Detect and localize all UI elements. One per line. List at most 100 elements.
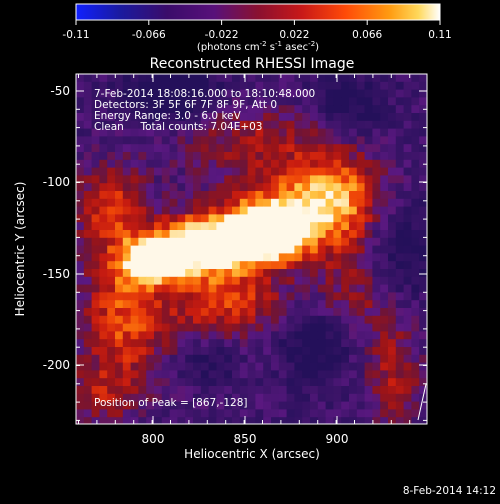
- image-pixel: [208, 292, 217, 301]
- image-pixel: [247, 315, 256, 324]
- image-pixel: [419, 222, 427, 231]
- image-pixel: [130, 315, 139, 324]
- image-pixel: [193, 136, 202, 145]
- image-pixel: [317, 113, 326, 122]
- image-pixel: [419, 136, 427, 145]
- image-pixel: [302, 237, 311, 246]
- image-pixel: [380, 409, 389, 418]
- image-pixel: [232, 284, 241, 293]
- image-pixel: [403, 339, 412, 348]
- image-pixel: [364, 284, 373, 293]
- image-pixel: [154, 370, 163, 379]
- image-pixel: [247, 128, 256, 137]
- image-pixel: [286, 128, 295, 137]
- image-pixel: [380, 222, 389, 231]
- image-pixel: [83, 222, 92, 231]
- image-pixel: [115, 167, 124, 176]
- image-pixel: [286, 144, 295, 153]
- image-pixel: [271, 284, 280, 293]
- image-pixel: [91, 386, 100, 395]
- image-pixel: [169, 183, 178, 192]
- image-pixel: [356, 214, 365, 223]
- image-pixel: [325, 74, 334, 83]
- image-pixel: [161, 230, 170, 239]
- image-pixel: [395, 222, 404, 231]
- image-pixel: [325, 354, 334, 363]
- image-pixel: [419, 331, 427, 340]
- image-pixel: [372, 308, 381, 317]
- image-pixel: [115, 292, 124, 301]
- image-pixel: [294, 315, 303, 324]
- image-pixel: [193, 393, 202, 402]
- image-pixel: [99, 97, 108, 106]
- image-pixel: [200, 393, 209, 402]
- image-pixel: [146, 323, 155, 332]
- image-pixel: [263, 237, 272, 246]
- image-pixel: [239, 214, 248, 223]
- image-pixel: [294, 393, 303, 402]
- image-pixel: [310, 339, 319, 348]
- image-pixel: [349, 276, 358, 285]
- image-pixel: [372, 214, 381, 223]
- image-pixel: [395, 191, 404, 200]
- image-pixel: [247, 370, 256, 379]
- image-pixel: [232, 97, 241, 106]
- image-pixel: [310, 417, 319, 424]
- image-pixel: [255, 315, 264, 324]
- image-pixel: [76, 113, 85, 122]
- image-pixel: [99, 292, 108, 301]
- image-pixel: [216, 198, 225, 207]
- image-pixel: [294, 191, 303, 200]
- image-pixel: [138, 378, 147, 387]
- image-pixel: [99, 378, 108, 387]
- image-pixel: [278, 401, 287, 410]
- image-pixel: [91, 362, 100, 371]
- image-pixel: [388, 393, 397, 402]
- image-pixel: [333, 401, 342, 410]
- image-pixel: [372, 136, 381, 145]
- image-pixel: [271, 214, 280, 223]
- image-pixel: [76, 120, 85, 129]
- image-pixel: [83, 370, 92, 379]
- image-pixel: [224, 120, 233, 129]
- image-pixel: [185, 370, 194, 379]
- image-pixel: [263, 136, 272, 145]
- image-pixel: [356, 269, 365, 278]
- image-pixel: [341, 230, 350, 239]
- image-pixel: [177, 136, 186, 145]
- image-pixel: [325, 245, 334, 254]
- image-pixel: [83, 167, 92, 176]
- image-pixel: [169, 222, 178, 231]
- image-pixel: [310, 253, 319, 262]
- image-pixel: [208, 89, 217, 98]
- image-pixel: [247, 175, 256, 184]
- image-pixel: [255, 89, 264, 98]
- image-pixel: [294, 323, 303, 332]
- image-pixel: [364, 393, 373, 402]
- image-pixel: [419, 230, 427, 239]
- image-pixel: [388, 206, 397, 215]
- image-pixel: [122, 89, 131, 98]
- image-pixel: [115, 136, 124, 145]
- image-pixel: [224, 89, 233, 98]
- image-pixel: [115, 284, 124, 293]
- image-pixel: [115, 183, 124, 192]
- image-pixel: [154, 276, 163, 285]
- image-pixel: [154, 191, 163, 200]
- image-pixel: [255, 284, 264, 293]
- image-pixel: [76, 362, 85, 371]
- image-pixel: [286, 167, 295, 176]
- image-pixel: [372, 183, 381, 192]
- image-pixel: [200, 175, 209, 184]
- image-pixel: [185, 120, 194, 129]
- image-pixel: [208, 300, 217, 309]
- image-pixel: [185, 222, 194, 231]
- image-pixel: [224, 339, 233, 348]
- image-pixel: [286, 269, 295, 278]
- image-pixel: [263, 214, 272, 223]
- image-pixel: [247, 253, 256, 262]
- image-pixel: [185, 269, 194, 278]
- image-pixel: [107, 393, 116, 402]
- image-pixel: [403, 276, 412, 285]
- image-pixel: [99, 354, 108, 363]
